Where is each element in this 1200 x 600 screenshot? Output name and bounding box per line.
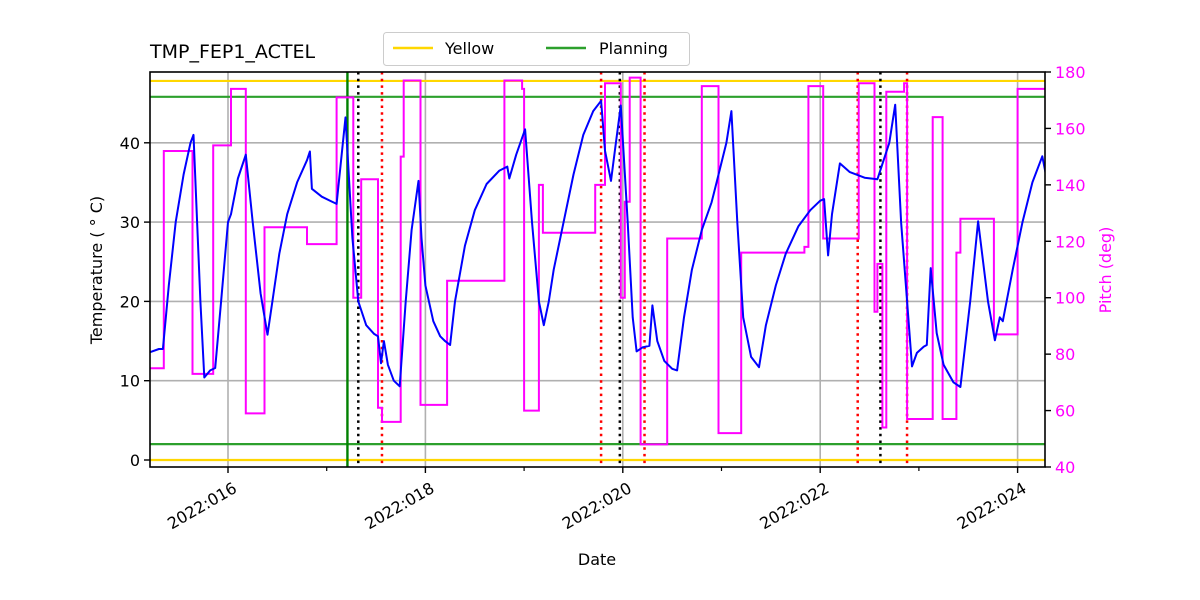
y2-tick-label: 120 xyxy=(1055,232,1086,251)
y-axis-right: 40 60 80 100 120 140 160 180 xyxy=(1045,63,1086,477)
chart-title: TMP_FEP1_ACTEL xyxy=(149,41,315,63)
legend-yellow-label: Yellow xyxy=(444,39,494,58)
y-tick-label: 40 xyxy=(120,134,140,153)
x-axis-label: Date xyxy=(578,550,616,569)
y2-tick-label: 160 xyxy=(1055,119,1086,138)
y2-tick-label: 40 xyxy=(1055,458,1075,477)
y2-axis-label: Pitch (deg) xyxy=(1096,227,1115,314)
legend-box xyxy=(383,32,690,66)
y2-tick-label: 60 xyxy=(1055,402,1075,421)
y-axis-left: 0 10 20 30 40 xyxy=(120,134,150,470)
y-tick-label: 0 xyxy=(130,451,140,470)
legend-planning-label: Planning xyxy=(599,39,668,58)
limit-lines xyxy=(150,79,1045,462)
y-tick-label: 20 xyxy=(120,292,140,311)
y-axis-label: Temperature ( ° C) xyxy=(87,196,106,345)
temperature-series-line xyxy=(150,99,1045,388)
plot-frame xyxy=(149,71,1046,468)
y-tick-label: 30 xyxy=(120,213,140,232)
pitch-series-line xyxy=(150,76,1045,446)
y2-tick-label: 140 xyxy=(1055,176,1086,195)
y-tick-label: 10 xyxy=(120,372,140,391)
y2-tick-label: 180 xyxy=(1055,63,1086,82)
legend: Yellow Planning xyxy=(383,32,690,66)
y2-tick-label: 80 xyxy=(1055,345,1075,364)
y2-tick-label: 100 xyxy=(1055,289,1086,308)
